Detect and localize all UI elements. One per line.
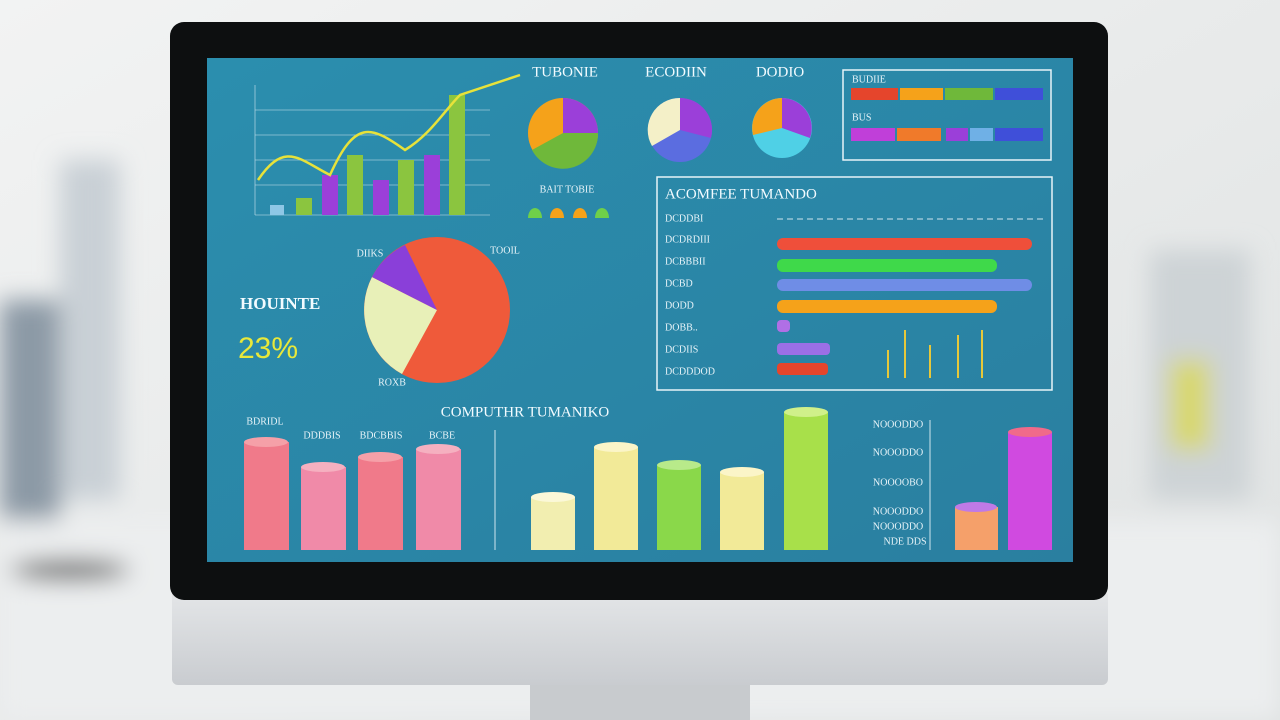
- panel-row-label: DODD: [665, 300, 694, 311]
- combo-bars: [270, 95, 465, 215]
- axis-label: NDE DDS: [883, 536, 926, 547]
- kpi-label: HOUINTE: [240, 294, 320, 313]
- legend-box: [842, 69, 1052, 161]
- small-pies: [528, 97, 812, 218]
- pie-label: ROXB: [378, 377, 406, 388]
- panel-row-label: DCBD: [665, 278, 693, 289]
- pie-title: DODIO: [756, 64, 804, 80]
- axis-label: NOOOOBO: [873, 477, 923, 488]
- panel-row-label: DCBBBII: [665, 256, 706, 267]
- bar-label: BDCBBIS: [360, 430, 403, 441]
- axis-label: NOOODDO: [873, 521, 924, 532]
- pie-label: DIIKS: [357, 248, 384, 259]
- panel-title: ACOMFEE TUMANDO: [665, 186, 817, 202]
- trend-line: [256, 73, 521, 181]
- axis-label: NOOODDO: [873, 419, 924, 430]
- pie-caption: BAIT TOBIE: [540, 184, 595, 195]
- legend-row-label: BUDIIE: [852, 74, 886, 85]
- bar-label: DDDBIS: [303, 430, 340, 441]
- legend-bars: [851, 88, 1043, 141]
- pie-title: TUBONIE: [532, 64, 598, 80]
- monitor-chin: [172, 590, 1108, 685]
- axis-label: NOOODDO: [873, 506, 924, 517]
- big-pie: [364, 237, 510, 383]
- stand: [530, 680, 750, 720]
- panel-bars: [777, 218, 1045, 378]
- legend-row-label: BUS: [852, 112, 871, 123]
- pie-title: ECODIIN: [645, 64, 707, 80]
- panel-box: [656, 176, 1053, 391]
- axis-label: NOOODDO: [873, 447, 924, 458]
- bar-label: BCBE: [429, 430, 455, 441]
- panel-row-label: DOBB..: [665, 322, 698, 333]
- bar-label: BDRIDL: [246, 416, 283, 427]
- kpi-value: 23%: [238, 332, 298, 365]
- panel-row-label: DCDIIS: [665, 344, 698, 355]
- cylinder-bars: [244, 407, 1052, 550]
- pie-label: TOOIL: [490, 245, 520, 256]
- bottom-title: COMPUTHR TUMANIKO: [441, 404, 610, 420]
- panel-row-label: DCDDBI: [665, 213, 703, 224]
- panel-row-label: DCDRDIII: [665, 234, 710, 245]
- panel-row-label: DCDDDOD: [665, 366, 715, 377]
